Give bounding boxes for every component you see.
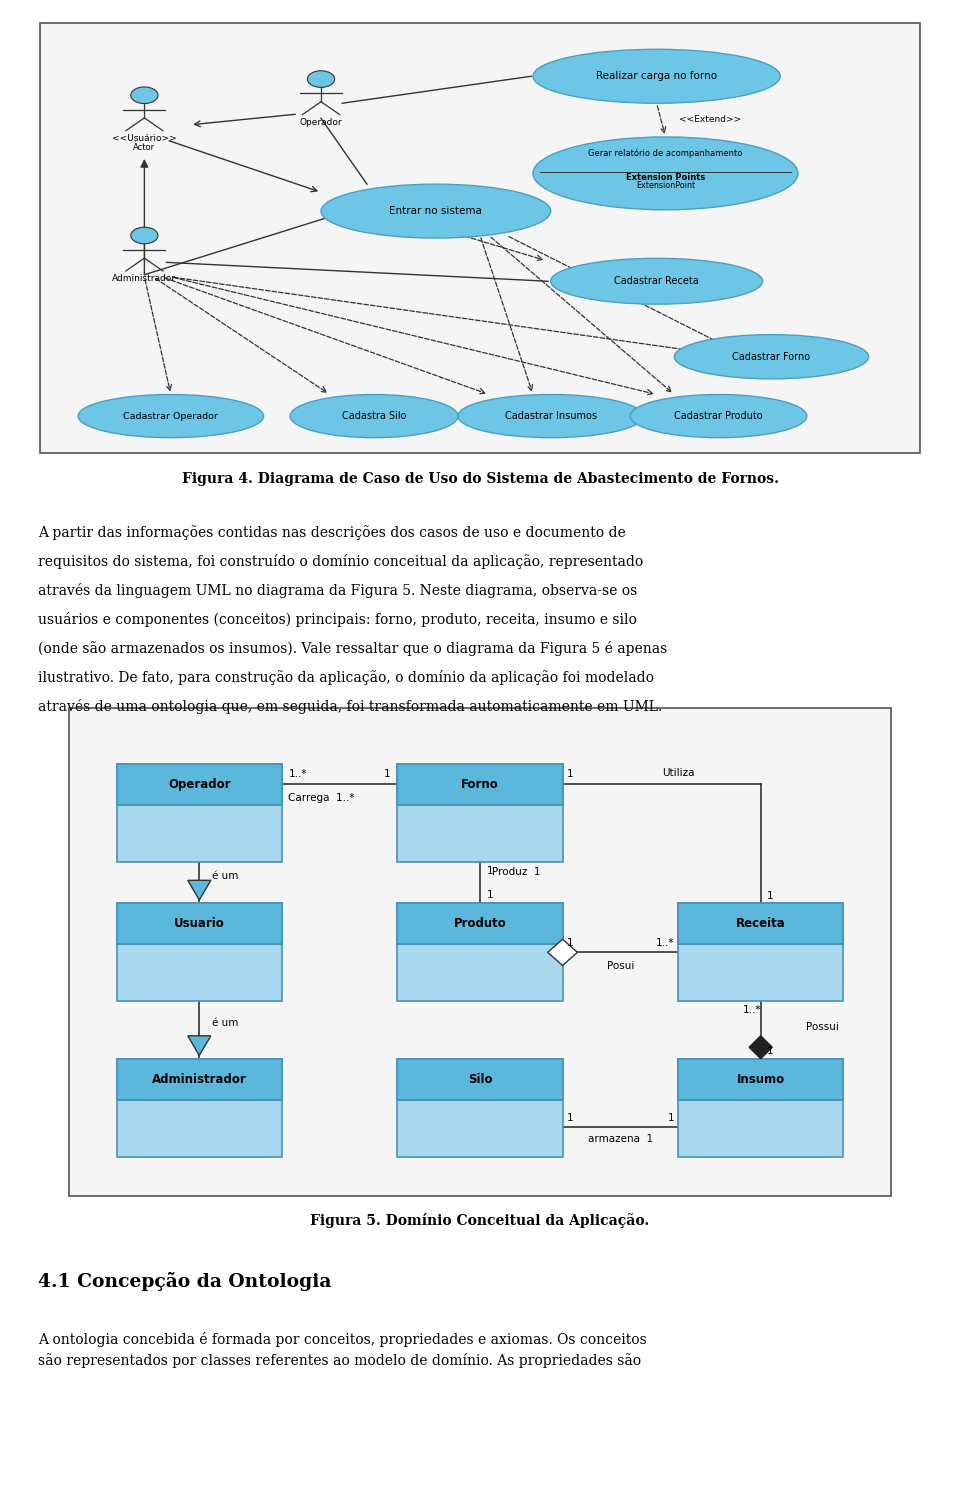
Ellipse shape: [674, 335, 869, 379]
Text: Cadastra Silo: Cadastra Silo: [342, 411, 406, 421]
Circle shape: [307, 71, 335, 88]
Text: Insumo: Insumo: [736, 1073, 784, 1086]
FancyBboxPatch shape: [397, 1059, 563, 1100]
Text: é um: é um: [211, 1018, 238, 1028]
Text: 1: 1: [767, 891, 774, 902]
FancyBboxPatch shape: [397, 765, 563, 805]
Text: 1..*: 1..*: [742, 1004, 761, 1015]
Text: Operador: Operador: [300, 118, 343, 126]
FancyBboxPatch shape: [678, 1059, 843, 1158]
Text: armazena  1: armazena 1: [588, 1134, 653, 1144]
Text: usuários e componentes (conceitos) principais: forno, produto, receita, insumo e: usuários e componentes (conceitos) princ…: [38, 613, 637, 628]
Text: Cadastrar Receta: Cadastrar Receta: [614, 277, 699, 286]
FancyBboxPatch shape: [40, 24, 920, 452]
FancyBboxPatch shape: [678, 903, 843, 945]
Text: 1..*: 1..*: [656, 937, 674, 948]
FancyBboxPatch shape: [117, 1059, 282, 1100]
FancyBboxPatch shape: [397, 1059, 563, 1158]
Text: 1: 1: [566, 1113, 573, 1123]
Text: Cadastrar Produto: Cadastrar Produto: [674, 411, 763, 421]
Text: Figura 4. Diagrama de Caso de Uso do Sistema de Abastecimento de Fornos.: Figura 4. Diagrama de Caso de Uso do Sis…: [181, 472, 779, 485]
Text: Cadastrar Insumos: Cadastrar Insumos: [505, 411, 597, 421]
Text: 1: 1: [566, 769, 573, 780]
Text: Administrador: Administrador: [112, 274, 177, 283]
Text: é um: é um: [211, 870, 238, 881]
Text: 1: 1: [767, 1046, 774, 1056]
FancyBboxPatch shape: [397, 765, 563, 863]
Text: Possui: Possui: [806, 1022, 839, 1033]
Text: Entrar no sistema: Entrar no sistema: [390, 207, 482, 216]
Text: Cadastrar Operador: Cadastrar Operador: [124, 412, 218, 421]
Ellipse shape: [290, 394, 458, 437]
Circle shape: [131, 228, 158, 244]
Text: através da linguagem UML no diagrama da Figura 5. Neste diagrama, observa-se os: através da linguagem UML no diagrama da …: [38, 583, 637, 598]
Text: 1: 1: [487, 866, 493, 876]
Text: Posui: Posui: [607, 961, 634, 970]
Text: Figura 5. Domínio Conceitual da Aplicação.: Figura 5. Domínio Conceitual da Aplicaçã…: [310, 1213, 650, 1228]
Text: 1: 1: [384, 769, 391, 780]
FancyBboxPatch shape: [397, 903, 563, 945]
Text: Gerar relatório de acompanhamento: Gerar relatório de acompanhamento: [588, 149, 743, 158]
Text: Extension Points: Extension Points: [626, 173, 705, 182]
Polygon shape: [188, 1036, 211, 1055]
Text: Receita: Receita: [735, 917, 785, 930]
Polygon shape: [749, 1036, 772, 1059]
FancyBboxPatch shape: [117, 765, 282, 863]
Polygon shape: [188, 881, 211, 900]
Text: A ontologia concebida é formada por conceitos, propriedades e axiomas. Os concei: A ontologia concebida é formada por conc…: [38, 1332, 647, 1369]
FancyBboxPatch shape: [397, 903, 563, 1001]
FancyBboxPatch shape: [117, 765, 282, 805]
Ellipse shape: [458, 394, 643, 437]
Text: 1: 1: [566, 937, 573, 948]
Text: 1: 1: [667, 1113, 674, 1123]
Text: Produz  1: Produz 1: [492, 866, 540, 876]
Text: Operador: Operador: [168, 778, 230, 792]
Text: Realizar carga no forno: Realizar carga no forno: [596, 71, 717, 82]
Text: ilustrativo. De fato, para construção da aplicação, o domínio da aplicação foi m: ilustrativo. De fato, para construção da…: [38, 670, 655, 686]
FancyBboxPatch shape: [117, 903, 282, 945]
Ellipse shape: [630, 394, 806, 437]
Text: 4.1 Concepção da Ontologia: 4.1 Concepção da Ontologia: [38, 1272, 332, 1292]
FancyBboxPatch shape: [678, 1059, 843, 1100]
Text: 1: 1: [487, 890, 493, 900]
Ellipse shape: [551, 259, 762, 304]
Text: Produto: Produto: [454, 917, 506, 930]
FancyBboxPatch shape: [117, 1059, 282, 1158]
FancyBboxPatch shape: [117, 903, 282, 1001]
Text: Utiliza: Utiliza: [661, 768, 694, 778]
Text: Carrega  1..*: Carrega 1..*: [288, 793, 355, 804]
Text: Silo: Silo: [468, 1073, 492, 1086]
Text: através de uma ontologia que, em seguida, foi transformada automaticamente em UM: através de uma ontologia que, em seguida…: [38, 699, 662, 714]
Text: Actor: Actor: [133, 143, 156, 152]
Text: ExtensionPoint: ExtensionPoint: [636, 182, 695, 190]
Text: Cadastrar Forno: Cadastrar Forno: [732, 351, 810, 362]
Ellipse shape: [78, 394, 264, 437]
Text: Usuario: Usuario: [174, 917, 225, 930]
Text: Forno: Forno: [461, 778, 499, 792]
FancyBboxPatch shape: [678, 903, 843, 1001]
Ellipse shape: [321, 185, 551, 238]
Polygon shape: [548, 939, 577, 966]
Ellipse shape: [533, 137, 798, 210]
Ellipse shape: [533, 49, 780, 103]
Circle shape: [131, 86, 158, 104]
Text: Administrador: Administrador: [152, 1073, 247, 1086]
FancyBboxPatch shape: [69, 708, 891, 1196]
Text: A partir das informações contidas nas descrições dos casos de uso e documento de: A partir das informações contidas nas de…: [38, 525, 626, 540]
Text: (onde são armazenados os insumos). Vale ressaltar que o diagrama da Figura 5 é a: (onde são armazenados os insumos). Vale …: [38, 641, 667, 656]
Text: <<Usuário>>: <<Usuário>>: [112, 134, 177, 143]
Text: 1..*: 1..*: [288, 769, 307, 780]
Text: <<Extend>>: <<Extend>>: [679, 115, 741, 124]
Text: requisitos do sistema, foi construído o domínio conceitual da aplicação, represe: requisitos do sistema, foi construído o …: [38, 555, 643, 570]
